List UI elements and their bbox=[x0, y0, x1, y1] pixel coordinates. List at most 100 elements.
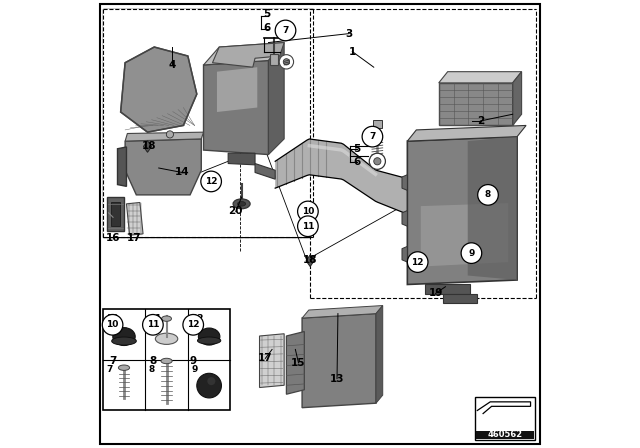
Text: 12: 12 bbox=[191, 314, 204, 323]
Polygon shape bbox=[407, 137, 517, 284]
Polygon shape bbox=[204, 43, 284, 65]
Circle shape bbox=[166, 131, 173, 138]
Ellipse shape bbox=[111, 337, 136, 345]
Polygon shape bbox=[468, 137, 517, 280]
Bar bbox=[270, 54, 278, 65]
Polygon shape bbox=[125, 139, 201, 195]
Text: 7: 7 bbox=[369, 132, 376, 141]
Ellipse shape bbox=[233, 199, 250, 209]
Polygon shape bbox=[107, 197, 124, 231]
Ellipse shape bbox=[198, 328, 220, 345]
Circle shape bbox=[275, 20, 296, 41]
Bar bbox=[474, 397, 535, 440]
Text: 10: 10 bbox=[106, 314, 118, 323]
Bar bbox=[476, 431, 534, 439]
Polygon shape bbox=[127, 202, 143, 235]
Text: 15: 15 bbox=[291, 358, 306, 368]
Text: 10: 10 bbox=[301, 207, 314, 216]
Text: 5: 5 bbox=[353, 144, 361, 154]
Polygon shape bbox=[275, 139, 410, 215]
Text: 460562: 460562 bbox=[487, 430, 522, 439]
Polygon shape bbox=[439, 83, 513, 125]
Text: 7: 7 bbox=[106, 365, 113, 374]
Polygon shape bbox=[302, 306, 383, 318]
Polygon shape bbox=[402, 175, 407, 190]
Text: 8: 8 bbox=[485, 190, 491, 199]
Ellipse shape bbox=[198, 337, 221, 344]
Polygon shape bbox=[425, 284, 470, 294]
Text: 6: 6 bbox=[264, 23, 271, 33]
Text: 18: 18 bbox=[141, 141, 156, 151]
Polygon shape bbox=[402, 246, 407, 262]
Ellipse shape bbox=[196, 373, 221, 398]
Polygon shape bbox=[260, 334, 284, 388]
Text: 9: 9 bbox=[468, 249, 475, 258]
Text: 18: 18 bbox=[303, 255, 317, 265]
Bar bbox=[373, 120, 382, 128]
Bar bbox=[102, 9, 314, 237]
Circle shape bbox=[461, 243, 482, 263]
Circle shape bbox=[477, 185, 499, 205]
Polygon shape bbox=[306, 255, 314, 267]
Polygon shape bbox=[443, 294, 477, 303]
Polygon shape bbox=[120, 47, 196, 132]
Text: 11: 11 bbox=[147, 320, 159, 329]
Polygon shape bbox=[118, 147, 127, 186]
Text: 12: 12 bbox=[412, 258, 424, 267]
Text: 16: 16 bbox=[106, 233, 120, 243]
Text: 7: 7 bbox=[282, 26, 289, 35]
Text: 12: 12 bbox=[205, 177, 218, 186]
Circle shape bbox=[298, 216, 318, 237]
Polygon shape bbox=[402, 211, 407, 226]
Circle shape bbox=[143, 314, 163, 335]
Text: 5: 5 bbox=[264, 9, 271, 19]
Polygon shape bbox=[125, 132, 204, 141]
Text: 17: 17 bbox=[127, 233, 141, 243]
Bar bbox=[310, 9, 536, 298]
Ellipse shape bbox=[237, 202, 246, 206]
Polygon shape bbox=[111, 202, 120, 226]
Ellipse shape bbox=[162, 316, 172, 321]
Ellipse shape bbox=[207, 377, 216, 385]
Text: 8: 8 bbox=[149, 365, 155, 374]
Circle shape bbox=[183, 314, 204, 335]
Ellipse shape bbox=[161, 358, 172, 364]
Text: 4: 4 bbox=[168, 60, 176, 70]
Text: 7: 7 bbox=[109, 356, 116, 366]
Circle shape bbox=[201, 171, 221, 192]
Text: 17: 17 bbox=[258, 353, 273, 363]
Polygon shape bbox=[376, 306, 383, 403]
Bar bbox=[103, 9, 313, 237]
Circle shape bbox=[284, 59, 289, 65]
Bar bbox=[102, 309, 230, 410]
Polygon shape bbox=[287, 332, 304, 394]
Text: 9: 9 bbox=[189, 356, 196, 366]
Text: 2: 2 bbox=[477, 116, 484, 126]
Text: 13: 13 bbox=[330, 374, 344, 383]
Circle shape bbox=[102, 314, 123, 335]
Text: 20: 20 bbox=[228, 207, 243, 216]
Polygon shape bbox=[407, 125, 526, 141]
Polygon shape bbox=[204, 60, 269, 155]
Text: 8: 8 bbox=[149, 356, 157, 366]
Text: 11: 11 bbox=[301, 222, 314, 231]
Text: 1: 1 bbox=[349, 47, 356, 56]
Polygon shape bbox=[212, 43, 284, 67]
Polygon shape bbox=[217, 67, 257, 112]
Polygon shape bbox=[255, 164, 275, 179]
Polygon shape bbox=[439, 72, 522, 83]
Polygon shape bbox=[302, 314, 376, 408]
Circle shape bbox=[279, 55, 294, 69]
Circle shape bbox=[369, 153, 385, 169]
Polygon shape bbox=[143, 141, 152, 152]
Text: 10: 10 bbox=[106, 320, 119, 329]
Ellipse shape bbox=[118, 365, 129, 370]
Circle shape bbox=[298, 201, 318, 222]
Circle shape bbox=[408, 252, 428, 272]
Text: 9: 9 bbox=[191, 365, 198, 374]
Circle shape bbox=[374, 158, 381, 165]
Text: 6: 6 bbox=[353, 157, 361, 167]
Text: 11: 11 bbox=[149, 314, 161, 323]
Polygon shape bbox=[269, 43, 284, 155]
Text: 19: 19 bbox=[428, 289, 443, 298]
